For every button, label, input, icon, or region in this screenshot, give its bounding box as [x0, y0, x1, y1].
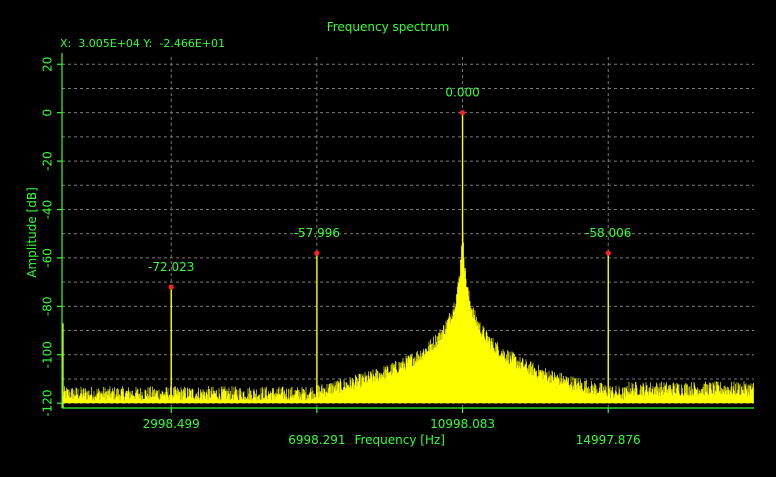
peak-marker[interactable]	[605, 250, 611, 256]
peak-marker[interactable]	[314, 250, 320, 256]
x-tick-label: 2998.499	[143, 417, 200, 431]
chart-title: Frequency spectrum	[326, 20, 450, 34]
y-tick-label: -100	[41, 341, 55, 368]
readout-y-value: -2.466E+01	[159, 37, 225, 50]
grid	[62, 57, 754, 408]
y-tick-label: -120	[41, 390, 55, 417]
x-tick-label: 6998.291	[288, 433, 345, 447]
peak-value-label: -72.023	[148, 260, 194, 274]
axes	[57, 53, 754, 413]
x-axis-label: Frequency [Hz]	[354, 433, 445, 447]
peak-value-label: -58.006	[585, 226, 631, 240]
x-tick-label: 14997.876	[576, 433, 641, 447]
y-tick-label: -60	[41, 248, 55, 268]
peak-value-label: -57.996	[294, 226, 340, 240]
peak-marker[interactable]	[459, 110, 466, 116]
y-tick-label: -20	[41, 151, 55, 171]
y-tick-label: 20	[41, 57, 55, 72]
readout-x-value: 3.005E+04	[78, 37, 140, 50]
cursor-readout: X: 3.005E+04 Y: -2.466E+01	[60, 37, 225, 50]
y-axis-label: Amplitude [dB]	[25, 187, 39, 278]
y-tick-label: 0	[41, 109, 55, 117]
peak-value-label: 0.000	[445, 86, 479, 100]
peak-markers: -72.023 -57.996 0.000 -58.006	[148, 86, 631, 290]
y-tick-label: -80	[41, 297, 55, 317]
readout-y-label: Y:	[143, 37, 153, 50]
tick-labels: 20 0 -20 -40 -60 -80 -100 -120 2998.499 6998.291 1…	[41, 57, 641, 447]
x-tick-label: 10998.083	[430, 417, 495, 431]
y-tick-label: -40	[41, 200, 55, 220]
spectrum-series	[62, 112, 754, 408]
readout-x-label: X:	[60, 37, 72, 50]
peak-marker[interactable]	[168, 284, 174, 290]
